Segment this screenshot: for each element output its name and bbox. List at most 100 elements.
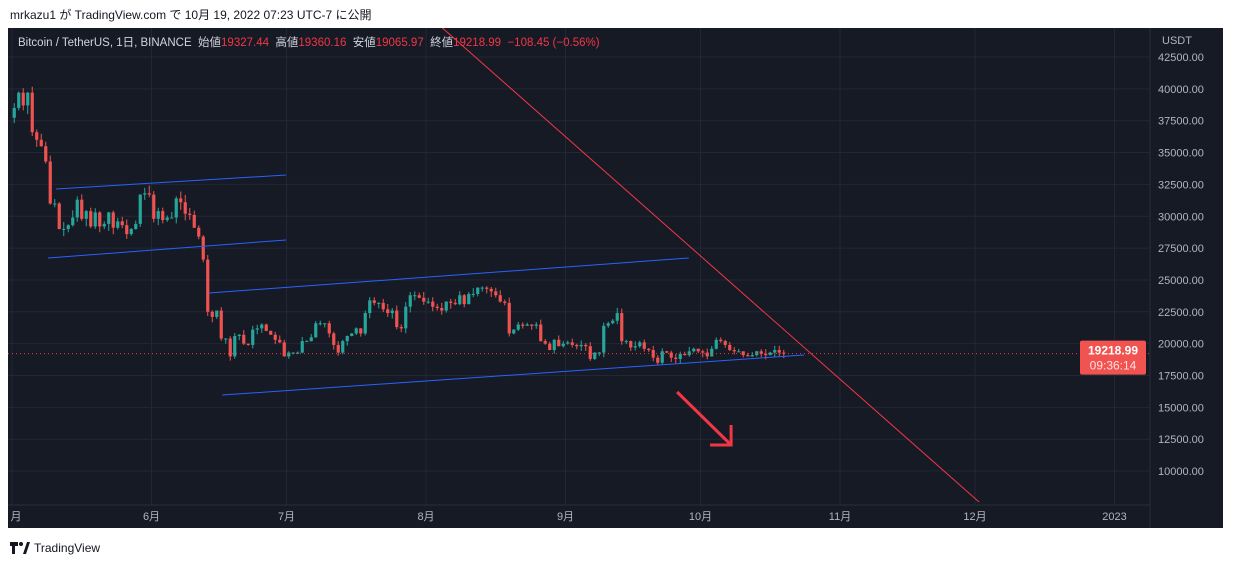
candle-body	[615, 313, 619, 321]
candle-body	[741, 351, 745, 356]
candle-body	[219, 310, 223, 339]
candle-body	[372, 300, 376, 303]
open-value: 19327.44	[221, 37, 269, 49]
channel-line[interactable]	[56, 174, 287, 190]
candle-body	[611, 320, 615, 324]
candle-body	[723, 341, 727, 345]
candle-body	[62, 228, 66, 230]
candle-body	[44, 146, 48, 162]
candle-body	[512, 329, 516, 334]
candle-body	[557, 339, 561, 347]
price-chart[interactable]: USDT 42500.00 40000.00 37500.00 35000.00 3250…	[8, 28, 1223, 528]
candle-body	[377, 302, 381, 304]
candle-body	[593, 352, 597, 359]
candle-body	[777, 350, 781, 353]
candle-body	[552, 339, 556, 351]
candle-body	[287, 352, 291, 357]
candle-body	[575, 344, 579, 347]
candle-body	[453, 302, 457, 305]
candle-body	[174, 198, 178, 218]
candle-body	[624, 341, 628, 343]
candle-body	[647, 348, 651, 351]
candle-body	[458, 295, 462, 305]
candle-body	[278, 339, 282, 343]
candle-body	[728, 344, 732, 351]
candle-body	[548, 343, 552, 351]
candle-body	[156, 211, 160, 219]
candle-body	[629, 341, 633, 348]
trend-line[interactable]	[439, 28, 980, 503]
price-tick-label: 10000.00	[1158, 466, 1204, 478]
candle-body	[327, 323, 331, 334]
last-price-label: 19218.99	[1088, 344, 1138, 358]
candle-body	[719, 339, 723, 342]
tradingview-logo: TradingView	[10, 541, 100, 555]
candle-body	[539, 324, 543, 342]
candle-body	[395, 310, 399, 328]
price-tick-label: 35000.00	[1158, 148, 1204, 160]
candle-body	[170, 217, 174, 219]
low-label: 安値	[352, 37, 376, 49]
candle-body	[426, 301, 430, 303]
candle-body	[705, 352, 709, 357]
candle-body	[759, 351, 763, 354]
candle-body	[341, 341, 345, 353]
chart-frame[interactable]: Bitcoin / TetherUS, 1日, BINANCE 始値19327.…	[8, 28, 1223, 528]
candle-body	[485, 287, 489, 289]
arrow-line[interactable]	[676, 390, 733, 447]
channel-line[interactable]	[47, 239, 287, 259]
footer-brand: TradingView	[34, 541, 101, 555]
time-tick-label: 月	[11, 511, 22, 523]
channel-line[interactable]	[222, 354, 805, 396]
time-tick-label: 8月	[417, 511, 434, 523]
candle-body	[476, 287, 480, 294]
candle-body	[674, 357, 678, 359]
candle-body	[206, 259, 210, 312]
candle-body	[345, 336, 349, 342]
candle-body	[764, 353, 768, 356]
candle-body	[386, 309, 390, 314]
candle-body	[669, 352, 673, 358]
candle-body	[444, 301, 448, 311]
candle-body	[12, 107, 16, 118]
candle-body	[390, 310, 394, 314]
candle-body	[201, 236, 205, 260]
candle-body	[462, 295, 466, 305]
candle-body	[309, 337, 313, 342]
candle-body	[651, 350, 655, 358]
countdown-label: 09:36:14	[1090, 359, 1137, 373]
candle-body	[683, 353, 687, 356]
candle-body	[620, 313, 624, 342]
price-tick-label: 30000.00	[1158, 211, 1204, 223]
price-tick-label: 17500.00	[1158, 371, 1204, 383]
candle-body	[588, 346, 592, 359]
candle-body	[696, 348, 700, 352]
candle-body	[39, 139, 43, 147]
candle-body	[305, 341, 309, 343]
candle-body	[687, 351, 691, 356]
price-tick-label: 25000.00	[1158, 275, 1204, 287]
candle-body	[584, 344, 588, 347]
candle-body	[498, 295, 502, 302]
candle-body	[107, 212, 111, 224]
candle-body	[467, 293, 471, 305]
candle-body	[435, 306, 439, 308]
candle-body	[102, 223, 106, 227]
candle-body	[152, 194, 156, 219]
candle-body	[228, 338, 232, 357]
change-value: −108.45 (−0.56%)	[507, 37, 600, 49]
price-tick-label: 37500.00	[1158, 116, 1204, 128]
candle-body	[179, 198, 183, 203]
candle-body	[633, 346, 637, 348]
channel-line[interactable]	[209, 257, 689, 294]
candle-body	[408, 295, 412, 307]
candle-body	[449, 301, 453, 303]
candle-body	[53, 203, 57, 205]
candle-body	[417, 295, 421, 298]
candle-body	[84, 211, 88, 219]
candle-body	[21, 92, 25, 106]
candle-body	[233, 336, 237, 357]
candle-body	[579, 344, 583, 347]
candle-body	[143, 193, 147, 195]
price-tick-label: 32500.00	[1158, 179, 1204, 191]
